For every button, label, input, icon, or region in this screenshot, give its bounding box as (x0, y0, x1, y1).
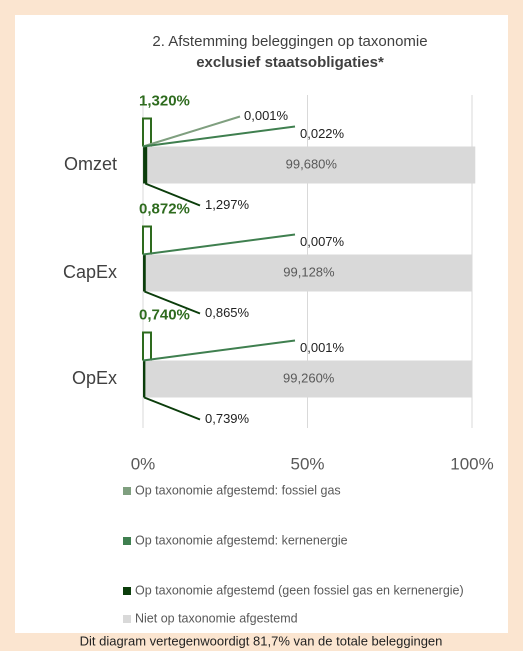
category-label: Omzet (64, 154, 117, 174)
total-label: 1,320% (139, 92, 190, 109)
legend-label: Niet op taxonomie afgestemd (135, 611, 298, 625)
legend-label: Op taxonomie afgestemd: fossiel gas (135, 483, 341, 497)
category-label: OpEx (72, 368, 117, 388)
leader-line (142, 125, 296, 148)
leader-line (143, 396, 201, 421)
bar-segment (147, 146, 476, 184)
total-callout (142, 225, 152, 255)
chart-subtitle: exclusief staatsobligaties* (196, 54, 384, 71)
bar-segment (145, 254, 472, 292)
value-label: 99,680% (286, 156, 338, 171)
total-label: 0,872% (139, 200, 190, 217)
value-label: 0,001% (244, 108, 289, 123)
total-label: 0,740% (139, 306, 190, 323)
legend-swatch (123, 587, 131, 595)
legend-swatch (123, 487, 131, 495)
value-label: 0,007% (300, 234, 345, 249)
value-label: 1,297% (205, 197, 250, 212)
chart-title: 2. Afstemming beleggingen op taxonomie (152, 33, 427, 50)
value-label: 99,260% (283, 370, 335, 385)
bar-segment (143, 360, 146, 398)
plot-panel (15, 15, 508, 633)
legend-swatch (123, 615, 131, 623)
value-label: 99,128% (283, 264, 335, 279)
leader-line (144, 290, 201, 315)
bar-segment (143, 254, 146, 292)
legend-swatch (123, 537, 131, 545)
footnote: Dit diagram vertegenwoordigt 81,7% van d… (80, 633, 443, 648)
x-tick-label: 100% (450, 454, 493, 473)
x-tick-label: 50% (290, 454, 324, 473)
legend-label: Op taxonomie afgestemd (geen fossiel gas… (135, 583, 464, 597)
total-callout (142, 117, 152, 147)
legend-label: Op taxonomie afgestemd: kernenergie (135, 533, 348, 547)
leader-line (142, 339, 296, 362)
value-label: 0,022% (300, 126, 345, 141)
value-label: 0,865% (205, 305, 250, 320)
leader-line (144, 182, 201, 207)
x-tick-label: 0% (131, 454, 156, 473)
value-label: 0,001% (300, 340, 345, 355)
value-label: 0,739% (205, 411, 250, 426)
leader-line (142, 115, 241, 148)
bar-segment (145, 360, 472, 398)
total-callout (142, 331, 152, 361)
category-label: CapEx (63, 262, 117, 282)
leader-line (142, 233, 296, 256)
bar-segment (143, 146, 148, 184)
